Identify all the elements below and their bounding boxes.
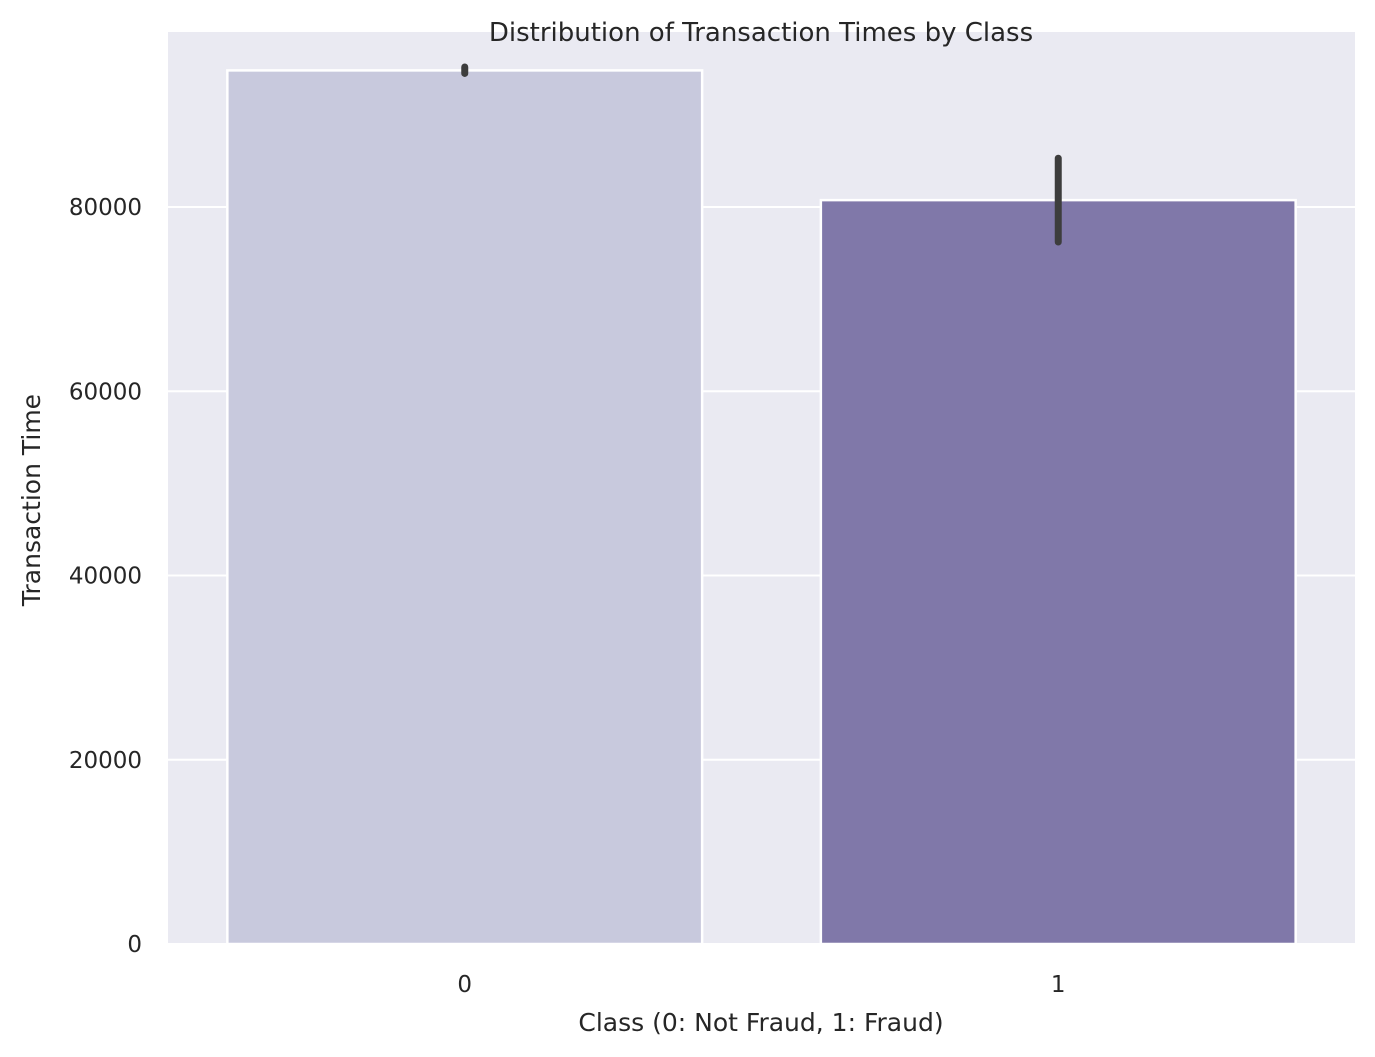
x-axis-title: Class (0: Not Fraud, 1: Fraud) — [578, 1008, 943, 1037]
y-tick-label: 60000 — [69, 379, 142, 405]
error-bars — [461, 63, 1062, 246]
bar-class-1 — [819, 198, 1297, 946]
y-tick-label: 20000 — [69, 748, 142, 774]
y-tick-labels: 0 20000 40000 60000 80000 — [69, 195, 142, 958]
y-tick-label: 80000 — [69, 195, 142, 221]
y-tick-label: 0 — [127, 932, 142, 958]
y-axis-title: Transaction Time — [17, 394, 46, 607]
x-tick-label: 0 — [457, 972, 472, 998]
y-tick-label: 40000 — [69, 564, 142, 590]
bars — [226, 69, 1297, 946]
x-tick-label: 1 — [1051, 972, 1066, 998]
bar-class-0 — [226, 69, 704, 946]
chart-title: Distribution of Transaction Times by Cla… — [489, 18, 1033, 48]
